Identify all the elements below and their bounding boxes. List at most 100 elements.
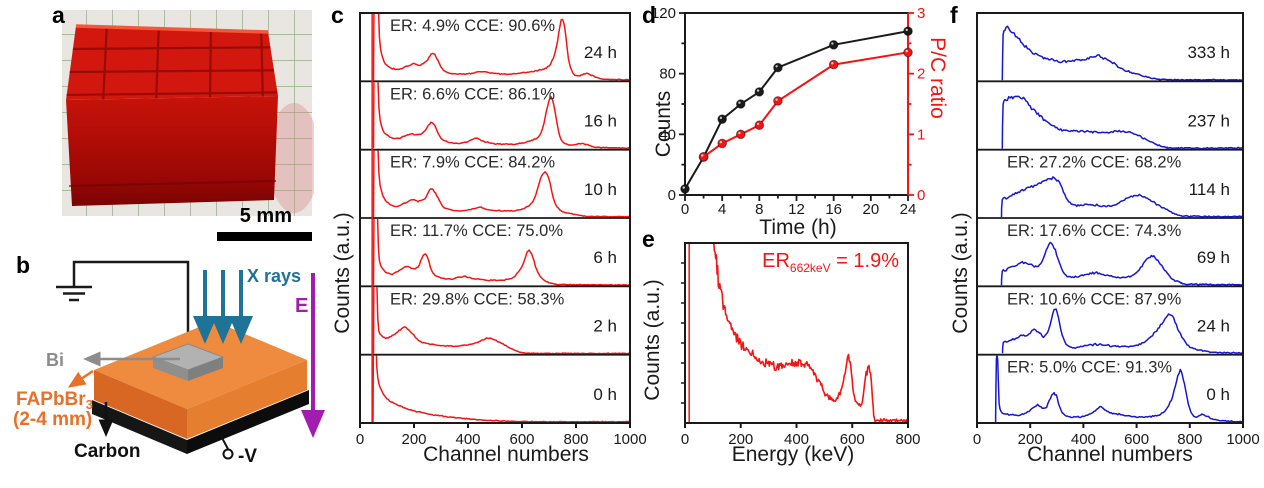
y-tick-label-right: 3 bbox=[917, 5, 925, 22]
data-point bbox=[717, 114, 727, 124]
scale-bar-label: 5 mm bbox=[239, 205, 292, 227]
x-tick-label: 1000 bbox=[613, 431, 646, 448]
data-point bbox=[773, 96, 783, 106]
y-tick-label-right: 2 bbox=[917, 66, 925, 83]
xrays-label: X rays bbox=[247, 266, 301, 286]
time-label: 6 h bbox=[593, 248, 617, 267]
data-point bbox=[735, 129, 746, 140]
d-ylabel-right: P/C ratio bbox=[926, 37, 949, 119]
data-point bbox=[754, 87, 765, 97]
x-tick-label: 400 bbox=[784, 431, 809, 448]
e-ylabel: Counts (a.u.) bbox=[641, 279, 664, 401]
data-point bbox=[828, 40, 839, 50]
panel-d-letter: d bbox=[642, 2, 657, 28]
data-point bbox=[698, 151, 709, 162]
x-tick-label: 800 bbox=[895, 431, 920, 448]
time-label: 69 h bbox=[1197, 248, 1230, 267]
panel-e-letter: e bbox=[642, 226, 655, 252]
x-tick-label: 400 bbox=[455, 431, 480, 448]
spectrum-curve bbox=[1001, 95, 1242, 150]
crystal-photo bbox=[62, 10, 314, 216]
spectrum-curve bbox=[994, 355, 1242, 423]
crystal-edge-highlight bbox=[75, 24, 269, 34]
spectrum-curve bbox=[713, 244, 907, 422]
time-label: 10 h bbox=[584, 180, 617, 199]
f-ylabel: Counts (a.u.) bbox=[949, 212, 972, 334]
er-cce-annotation: ER: 7.9% CCE: 84.2% bbox=[390, 154, 555, 172]
ground-symbol bbox=[56, 260, 190, 352]
e-resolution-annotation: ER662keV = 1.9% bbox=[762, 250, 899, 275]
x-tick-label: 800 bbox=[1177, 431, 1202, 448]
x-tick-label: 4 bbox=[718, 201, 726, 218]
spectrum-curve bbox=[1000, 176, 1242, 218]
er-cce-annotation: ER: 5.0% CCE: 91.3% bbox=[1007, 359, 1172, 377]
time-label: 0 h bbox=[1206, 385, 1230, 404]
x-tick-label: 0 bbox=[973, 431, 981, 448]
data-point bbox=[735, 99, 746, 109]
efield-label: E bbox=[295, 295, 308, 317]
crystal-grid-lines bbox=[66, 26, 278, 100]
time-label: 2 h bbox=[593, 317, 617, 336]
xray-arrows bbox=[193, 270, 253, 344]
er-cce-annotation: ER: 29.8% CCE: 58.3% bbox=[390, 290, 565, 308]
er-cce-annotation: ER: 11.7% CCE: 75.0% bbox=[390, 222, 563, 240]
x-tick-label: 800 bbox=[563, 431, 588, 448]
crystal-front-face bbox=[66, 96, 278, 206]
crystal-slab-front bbox=[94, 370, 187, 439]
er-cce-annotation: ER: 6.6% CCE: 86.1% bbox=[390, 85, 555, 103]
x-tick-label: 8 bbox=[755, 201, 763, 218]
bi-label: Bi bbox=[46, 350, 64, 370]
d-ylabel-left: Counts bbox=[652, 90, 675, 158]
y-tick-label-left: 0 bbox=[668, 187, 676, 204]
time-label: 237 h bbox=[1187, 112, 1230, 131]
data-point bbox=[903, 26, 913, 37]
panel-f-letter: f bbox=[950, 2, 958, 28]
plot-frame bbox=[684, 242, 909, 424]
er-cce-annotation: ER: 17.6% CCE: 74.3% bbox=[1007, 222, 1182, 240]
data-point bbox=[828, 59, 839, 70]
x-tick-label: 16 bbox=[825, 201, 842, 218]
spectrum-curve bbox=[1001, 25, 1242, 81]
device-schematic: X rays E Bi FAPbBr3 (2-4 mm) Carbon -V bbox=[13, 260, 325, 467]
x-tick-label: 0 bbox=[681, 201, 689, 218]
er-cce-annotation: ER: 27.2% CCE: 68.2% bbox=[1007, 154, 1182, 172]
crystal-pointer-arrow bbox=[67, 369, 94, 388]
time-label: 114 h bbox=[1189, 180, 1230, 199]
crystal-label: FAPbBr3 bbox=[16, 389, 93, 412]
plot-frame bbox=[976, 12, 1244, 424]
panel-b-letter: b bbox=[16, 252, 31, 278]
spectrum-curve bbox=[372, 150, 629, 218]
x-tick-label: 12 bbox=[788, 201, 805, 218]
panel-f-plot: 0 200 400 600 800 1000 333 h 237 h ER: 27.2% CCE… bbox=[973, 12, 1260, 448]
er-cce-annotation: ER: 10.6% CCE: 87.9% bbox=[1007, 290, 1182, 308]
spectrum-curve bbox=[372, 287, 629, 355]
spectrum-curve bbox=[1000, 241, 1242, 286]
voltage-wire bbox=[220, 435, 229, 450]
carbon-layer-side bbox=[187, 390, 309, 454]
time-label: 16 h bbox=[584, 112, 617, 131]
data-point bbox=[903, 47, 913, 58]
bi-electrode-right bbox=[188, 357, 223, 381]
x-tick-label: 24 bbox=[900, 201, 917, 218]
time-label: 333 h bbox=[1187, 43, 1230, 62]
time-label: 24 h bbox=[1197, 317, 1230, 336]
data-point bbox=[680, 184, 690, 194]
series-line-left bbox=[684, 30, 909, 190]
plot-frame bbox=[359, 12, 631, 424]
voltage-label: -V bbox=[238, 446, 257, 467]
crystal-slab-right bbox=[187, 360, 307, 439]
x-tick-label: 1000 bbox=[1226, 431, 1259, 448]
x-tick-label: 200 bbox=[1018, 431, 1043, 448]
f-xlabel: Channel numbers bbox=[1027, 443, 1193, 466]
y-tick-label-left: 120 bbox=[651, 5, 676, 22]
bi-electrode-front bbox=[153, 357, 188, 381]
time-label: 24 h bbox=[584, 43, 617, 62]
x-tick-label: 600 bbox=[840, 431, 865, 448]
x-tick-label: 400 bbox=[1071, 431, 1096, 448]
data-point bbox=[754, 120, 765, 131]
crystal-top-face bbox=[66, 26, 278, 100]
c-xlabel: Channel numbers bbox=[423, 443, 589, 466]
x-tick-label: 600 bbox=[1124, 431, 1149, 448]
